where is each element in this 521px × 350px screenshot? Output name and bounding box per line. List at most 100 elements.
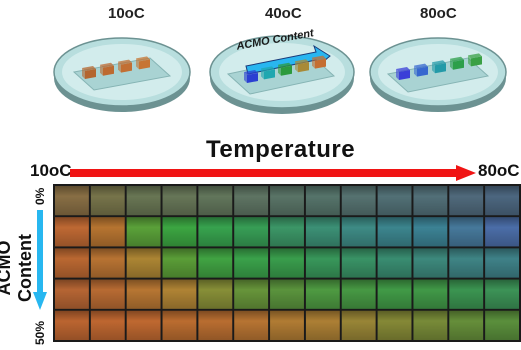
- tile-shading: [234, 217, 269, 247]
- tile-shading: [162, 248, 197, 278]
- gel-cube-side: [136, 58, 139, 70]
- tile-shading: [413, 248, 448, 278]
- temperature-arrow: [70, 165, 476, 181]
- tile-shading: [234, 279, 269, 309]
- tile-shading: [90, 217, 125, 247]
- gel-cube-top: [118, 59, 132, 65]
- gel-cube: [298, 62, 309, 73]
- tile-shading: [198, 310, 233, 340]
- gel-cube-side: [468, 55, 471, 67]
- tile-shading: [198, 217, 233, 247]
- gel-cube-top: [414, 63, 428, 69]
- tile-shading: [377, 217, 412, 247]
- gel-cube-top: [468, 53, 482, 59]
- tile-shading: [305, 248, 340, 278]
- gel-cube-top: [450, 56, 464, 62]
- temperature-title: Temperature: [206, 136, 356, 163]
- tile-shading: [485, 279, 519, 309]
- gel-cube-top: [312, 55, 326, 61]
- gel-cube: [281, 65, 292, 76]
- tile-shading: [485, 310, 519, 340]
- gel-cube: [121, 62, 132, 73]
- tile-shading: [449, 310, 484, 340]
- tile-shading: [377, 310, 412, 340]
- tile-shading: [90, 186, 125, 216]
- tile-shading: [377, 279, 412, 309]
- tile-shading: [305, 279, 340, 309]
- gel-cube: [453, 59, 464, 70]
- tile-shading: [485, 186, 519, 216]
- tile-shading: [270, 310, 304, 340]
- gel-cube: [315, 58, 326, 69]
- gel-cube-side: [450, 58, 453, 70]
- gel-cube: [471, 56, 482, 67]
- petri-dish-40c: [209, 35, 355, 114]
- gel-cube: [139, 59, 150, 70]
- tile-shading: [198, 248, 233, 278]
- acmo-content-side-label: ACMO Content: [0, 234, 35, 302]
- gel-cube-side: [118, 61, 121, 73]
- gel-cube-side: [312, 57, 315, 69]
- gel-cube-top: [100, 62, 114, 68]
- dish-label-80c: 80oC: [420, 5, 457, 22]
- tile-shading: [485, 217, 519, 247]
- tile-shading: [126, 248, 161, 278]
- tile-shading: [90, 279, 125, 309]
- tile-shading: [485, 248, 519, 278]
- gel-cube: [435, 63, 446, 74]
- tile-shading: [126, 186, 161, 216]
- gel-cube: [417, 66, 428, 77]
- tile-shading: [55, 248, 89, 278]
- tile-shading: [234, 186, 269, 216]
- tile-shading: [341, 217, 376, 247]
- acmo-content-arrow: [33, 210, 47, 310]
- gel-cube: [264, 69, 275, 80]
- tile-shading: [90, 248, 125, 278]
- tile-shading: [270, 186, 304, 216]
- tile-shading: [90, 310, 125, 340]
- tile-shading: [55, 186, 89, 216]
- tile-shading: [377, 186, 412, 216]
- tile-shading: [162, 279, 197, 309]
- tile-shading: [341, 248, 376, 278]
- gel-cube-top: [278, 62, 292, 68]
- tile-shading: [341, 279, 376, 309]
- tile-shading: [341, 310, 376, 340]
- petri-dish-80c: [369, 37, 507, 112]
- tile-shading: [413, 310, 448, 340]
- side-top-label: 0%: [33, 187, 47, 205]
- tile-shading: [341, 186, 376, 216]
- tile-shading: [270, 279, 304, 309]
- gel-cube-side: [261, 68, 264, 80]
- gel-cube-side: [82, 68, 85, 79]
- tile-shading: [126, 279, 161, 309]
- tile-shading: [449, 186, 484, 216]
- tile-shading: [377, 248, 412, 278]
- tile-shading: [234, 248, 269, 278]
- gel-cube: [399, 70, 410, 80]
- tile-shading: [449, 248, 484, 278]
- tile-shading: [449, 217, 484, 247]
- gel-cube-side: [396, 69, 399, 80]
- tile-shading: [126, 310, 161, 340]
- dish-label-40c: 40oC: [265, 5, 302, 22]
- gel-cube: [247, 73, 258, 83]
- gel-cube-top: [136, 56, 150, 62]
- tile-shading: [55, 217, 89, 247]
- tile-shading: [305, 310, 340, 340]
- gel-cube-top: [244, 70, 258, 75]
- axis-start-label: 10oC: [30, 161, 72, 180]
- tile-shading: [126, 217, 161, 247]
- tile-shading: [162, 186, 197, 216]
- tile-shading: [198, 279, 233, 309]
- gel-cube: [103, 65, 114, 76]
- gel-cube-side: [278, 64, 281, 76]
- gel-cube-top: [396, 67, 410, 72]
- tile-shading: [413, 217, 448, 247]
- tile-shading: [270, 217, 304, 247]
- tile-shading: [162, 310, 197, 340]
- gel-cube-side: [244, 72, 247, 83]
- tile-shading: [305, 217, 340, 247]
- tile-shading: [162, 217, 197, 247]
- gel-cube-top: [432, 60, 446, 66]
